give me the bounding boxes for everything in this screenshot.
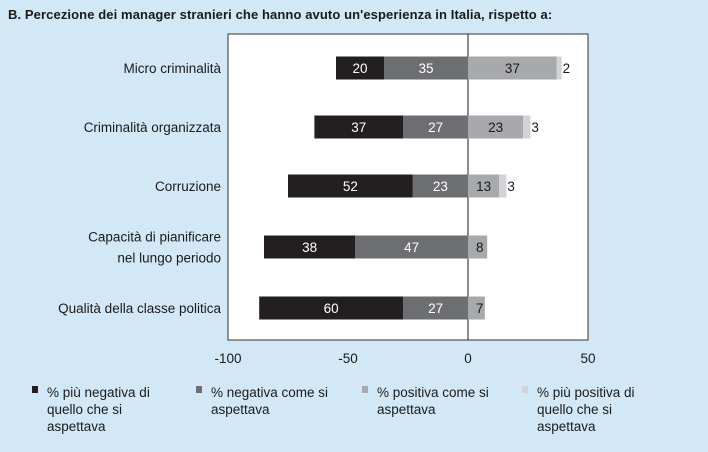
- legend-swatch-2: [196, 386, 202, 393]
- data-label-4-series-2: 47: [404, 240, 419, 255]
- x-tick-label-1: -100: [214, 351, 241, 366]
- legend-swatch-1: [32, 386, 38, 393]
- bar-segment-1-series-1: [336, 56, 384, 80]
- data-label-1-series-1: 20: [352, 61, 367, 76]
- bar-segment-2-series-1: [314, 115, 404, 139]
- chart: 35 20 37 2 27 37 23 3 23 52 13 3 47 38 8 27 60 7 Micro cr…: [58, 33, 596, 366]
- data-label-2-series-3: 23: [488, 120, 503, 135]
- data-label-5-series-1: 60: [324, 301, 339, 316]
- legend-swatch-3: [362, 386, 368, 393]
- bar-segment-1-series-2: [384, 56, 468, 80]
- bar-segment-4-series-1: [264, 235, 356, 259]
- bar-segment-5-series-3: [468, 296, 485, 320]
- bar-segment-1-series-3: [468, 56, 557, 80]
- x-tick-label-2: -50: [338, 351, 358, 366]
- data-label-4-series-1: 38: [302, 240, 317, 255]
- bar-segment-3-series-1: [288, 174, 413, 198]
- data-label-2-series-2: 27: [428, 120, 443, 135]
- data-label-4-series-3: 8: [476, 240, 484, 255]
- legend: % più negativa di quello che si aspettav…: [0, 384, 708, 444]
- bar-segment-3-series-4: [499, 174, 507, 198]
- data-label-1-series-4: 2: [563, 61, 571, 76]
- category-label-2: Criminalità organizzata: [84, 120, 222, 135]
- category-label-3: Corruzione: [155, 179, 221, 194]
- category-label-4: Capacità di pianificare nel lungo periodo: [88, 230, 221, 266]
- bar-segment-2-series-3: [468, 115, 524, 139]
- data-label-1-series-3: 37: [505, 61, 520, 76]
- bar-segment-3-series-3: [468, 174, 500, 198]
- data-label-2-series-4: 3: [531, 120, 539, 135]
- category-label-5: Qualità della classe politica: [58, 301, 221, 316]
- bar-segment-4-series-3: [468, 235, 488, 259]
- data-label-3-series-4: 3: [507, 179, 515, 194]
- data-label-3-series-2: 23: [433, 179, 448, 194]
- bar-segment-1-series-4: [556, 56, 562, 80]
- data-label-3-series-3: 13: [476, 179, 491, 194]
- bar-segment-2-series-2: [403, 115, 468, 139]
- data-label-5-series-3: 7: [476, 301, 484, 316]
- legend-label-4: % più positiva di quello che si aspettav…: [537, 385, 635, 434]
- x-tick-label-4: 50: [580, 351, 595, 366]
- data-label-2-series-1: 37: [351, 120, 366, 135]
- data-label-1-series-2: 35: [418, 61, 433, 76]
- data-label-3-series-1: 52: [343, 179, 358, 194]
- bar-segment-5-series-2: [403, 296, 468, 320]
- legend-label-3: % positiva come si aspettava: [377, 385, 489, 417]
- legend-label-1: % più negativa di quello che si aspettav…: [47, 385, 150, 434]
- legend-label-2: % negativa come si aspettava: [211, 385, 329, 417]
- category-labels-group: Micro criminalità Criminalità organizzata…: [58, 61, 221, 316]
- bar-segment-5-series-1: [259, 296, 404, 320]
- data-label-5-series-2: 27: [428, 301, 443, 316]
- bar-segment-3-series-2: [412, 174, 468, 198]
- bars-group: 35 20 37 2 27 37 23 3 23 52 13 3 47 38 8 27 60 7: [259, 56, 571, 320]
- legend-swatch-4: [522, 386, 528, 393]
- category-label-1: Micro criminalità: [123, 61, 221, 76]
- chart-title: B. Percezione dei manager stranieri che …: [8, 7, 553, 22]
- x-tick-labels-group: -100 -50 0 50: [214, 351, 595, 366]
- bar-segment-4-series-2: [355, 235, 468, 259]
- x-tick-label-3: 0: [464, 351, 472, 366]
- bar-segment-2-series-4: [523, 115, 531, 139]
